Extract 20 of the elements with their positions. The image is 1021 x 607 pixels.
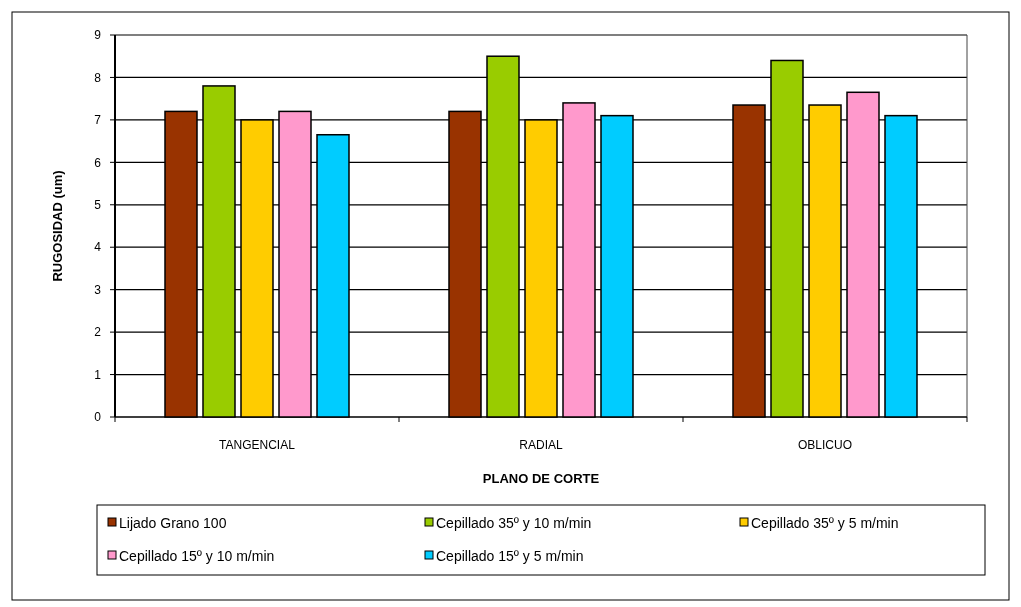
- legend-label: Cepillado 35º y 5 m/min: [751, 514, 899, 531]
- legend-label: Cepillado 15º y 10 m/min: [119, 547, 275, 564]
- x-axis-title: PLANO DE CORTE: [482, 471, 600, 486]
- y-tick-label: 3: [94, 282, 102, 297]
- y-tick-label: 6: [94, 155, 102, 170]
- x-tick-label: RADIAL: [519, 438, 563, 452]
- y-tick-label: 9: [94, 28, 102, 43]
- y-tick-label: 8: [94, 70, 102, 85]
- y-tick-label: 2: [94, 325, 102, 340]
- x-tick-label: TANGENCIAL: [219, 438, 296, 452]
- legend-label: Lijado Grano 100: [119, 514, 227, 531]
- y-tick-label: 7: [94, 113, 102, 128]
- y-tick-label: 1: [94, 367, 102, 382]
- y-tick-label: 4: [94, 240, 102, 255]
- x-tick-label: OBLICUO: [797, 438, 853, 452]
- legend-label: Cepillado 35º y 10 m/min: [436, 514, 592, 531]
- legend-label: Cepillado 15º y 5 m/min: [436, 547, 584, 564]
- y-axis-title: RUGOSIDAD (um): [50, 170, 65, 282]
- y-tick-label: 5: [94, 197, 102, 212]
- y-tick-label: 0: [94, 410, 102, 425]
